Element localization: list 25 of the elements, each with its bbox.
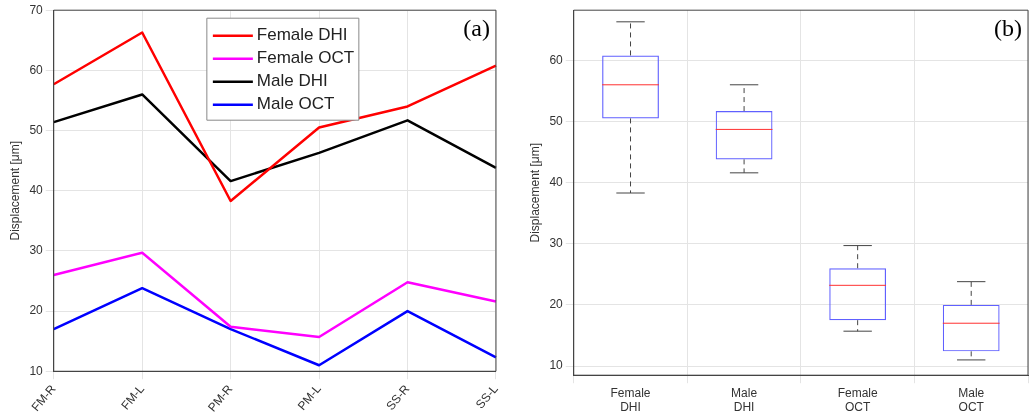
- x-tick-label: Female OCT: [837, 385, 878, 415]
- annotation: (b): [994, 15, 1022, 42]
- x-tick-label: Female DHI: [610, 385, 651, 415]
- y-axis-title: Displacement [μm]: [7, 140, 22, 241]
- y-tick-label: 70: [29, 2, 44, 17]
- y-tick-label: 40: [29, 183, 44, 198]
- y-tick-label: 40: [549, 174, 564, 189]
- x-tick-label: Male DHI: [731, 385, 758, 415]
- y-tick-label: 50: [29, 122, 44, 137]
- y-tick-label: 60: [29, 62, 44, 77]
- x-tick-label: Male OCT: [958, 385, 985, 415]
- legend-label: Female DHI: [256, 25, 348, 45]
- legend-label: Female OCT: [256, 48, 355, 68]
- y-tick-label: 60: [549, 52, 564, 67]
- y-tick-label: 30: [29, 243, 44, 258]
- y-tick-label: 10: [549, 358, 564, 373]
- annotation: (a): [463, 15, 490, 42]
- y-tick-label: 50: [549, 113, 564, 128]
- legend-label: Male OCT: [256, 94, 335, 114]
- legend-label: Male DHI: [256, 71, 328, 91]
- y-tick-label: 20: [29, 303, 44, 318]
- y-tick-label: 20: [549, 297, 564, 312]
- y-tick-label: 30: [549, 236, 564, 251]
- y-axis-title: Displacement [μm]: [527, 142, 542, 243]
- y-tick-label: 10: [29, 363, 44, 378]
